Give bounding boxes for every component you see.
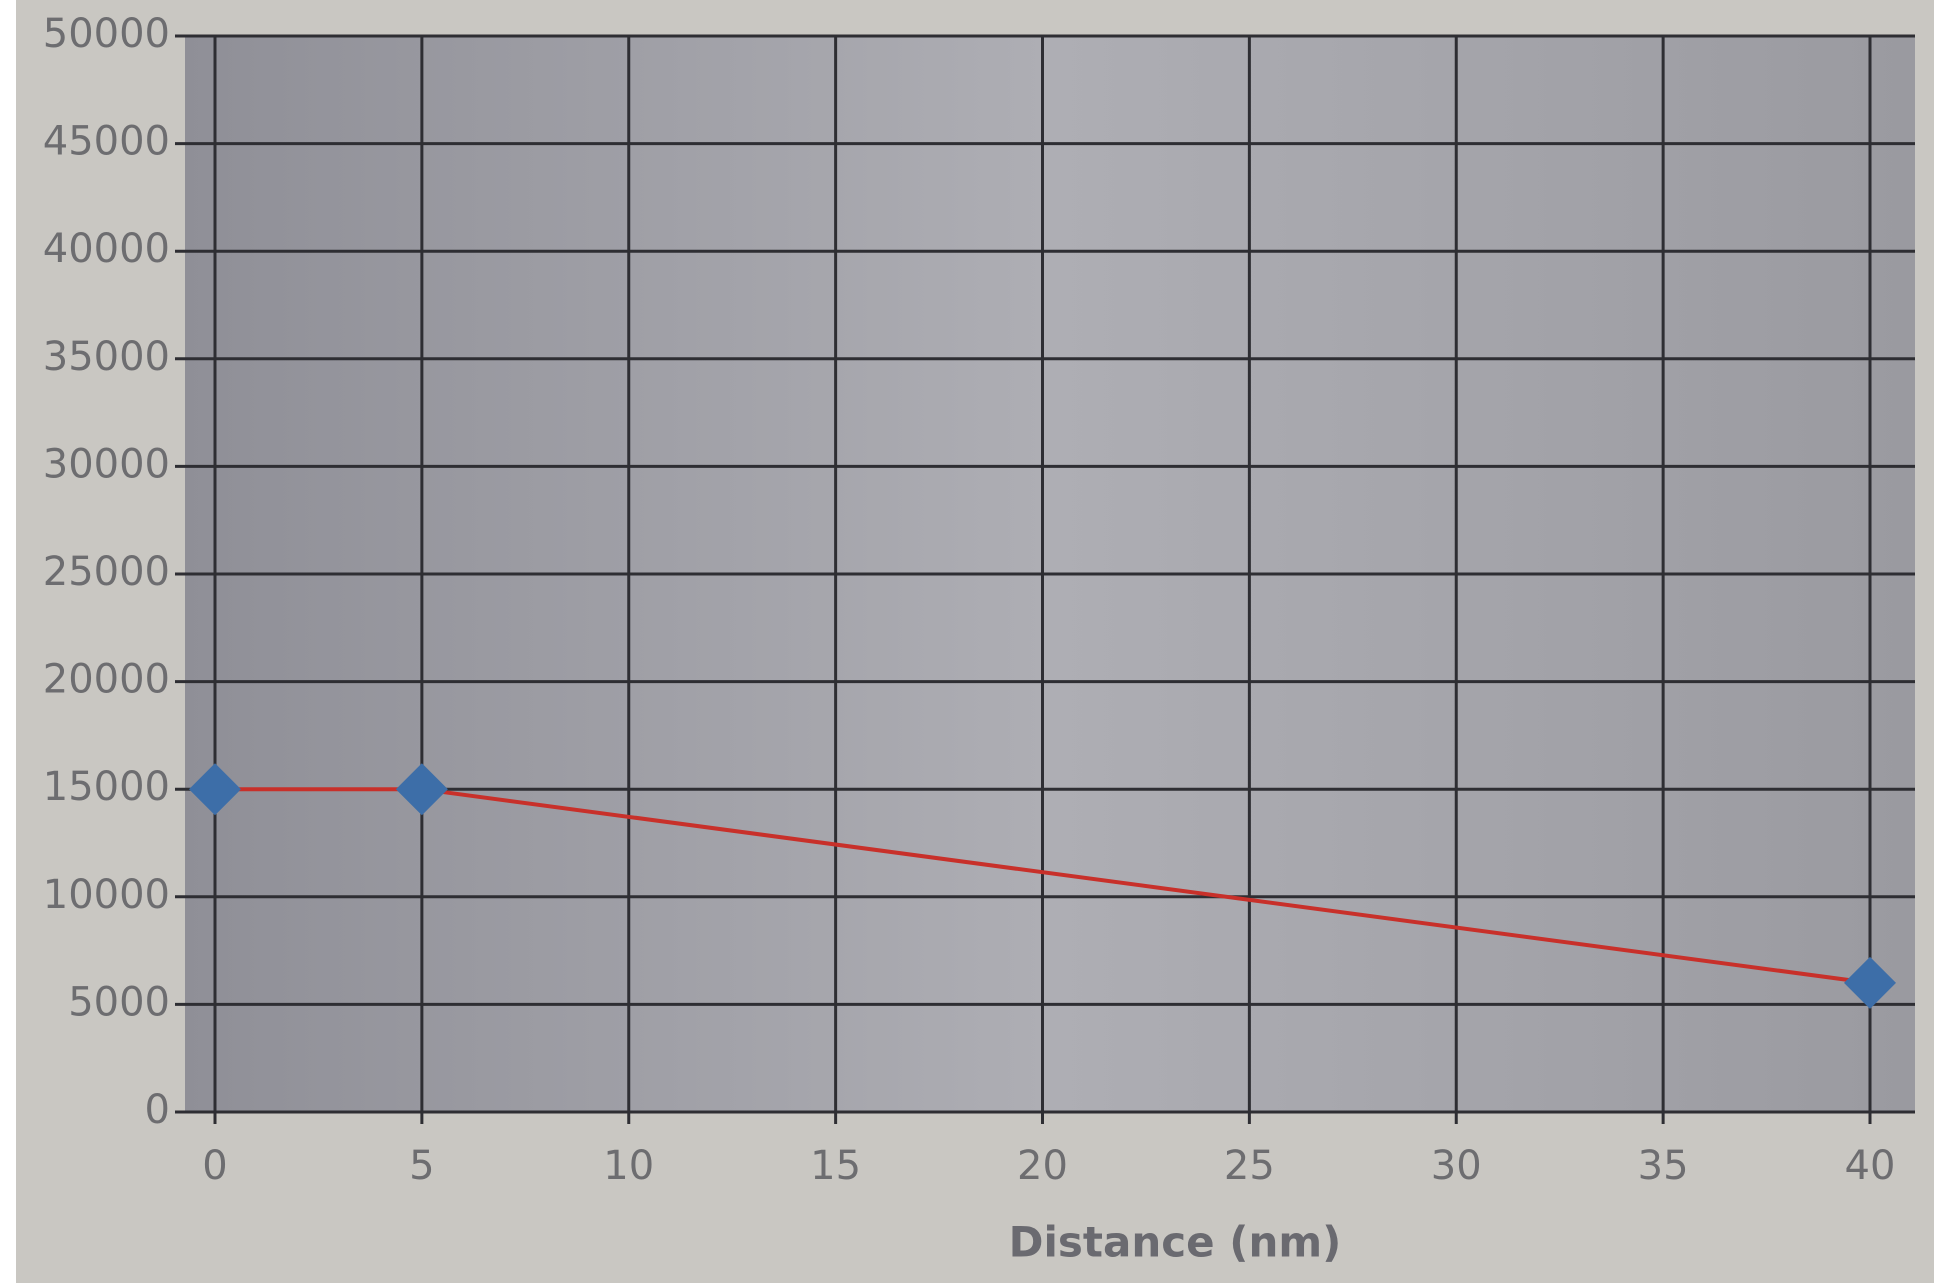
y-tick-label: 40000: [43, 226, 170, 272]
y-tick-label: 0: [145, 1087, 170, 1133]
left-edge: [0, 0, 16, 1283]
y-tick-label: 10000: [43, 872, 170, 918]
y-tick-label: 5000: [68, 979, 170, 1025]
x-tick-label: 25: [1224, 1143, 1275, 1189]
page: {"chart_data": {"type": "line", "x_label…: [0, 0, 1934, 1283]
y-tick-label: 50000: [43, 11, 170, 57]
y-tick-label: 15000: [43, 764, 170, 810]
chart: Distance (nm) 0 5000 10000 15000 20000 25000 3…: [0, 0, 1934, 1283]
x-tick-label: 20: [1017, 1143, 1068, 1189]
x-tick-label: 15: [810, 1143, 861, 1189]
x-tick-label: 30: [1431, 1143, 1482, 1189]
x-tick-label: 5: [409, 1143, 434, 1189]
y-tick-label: 20000: [43, 657, 170, 703]
x-axis-label: Distance (nm): [1009, 1218, 1342, 1267]
x-tick-label: 0: [202, 1143, 227, 1189]
x-tick-label: 10: [603, 1143, 654, 1189]
y-tick-label: 30000: [43, 441, 170, 487]
x-tick-label: 35: [1638, 1143, 1689, 1189]
y-tick-label: 25000: [43, 549, 170, 595]
y-tick-label: 35000: [43, 334, 170, 380]
y-tick-label: 45000: [43, 119, 170, 165]
x-tick-label: 40: [1845, 1143, 1896, 1189]
